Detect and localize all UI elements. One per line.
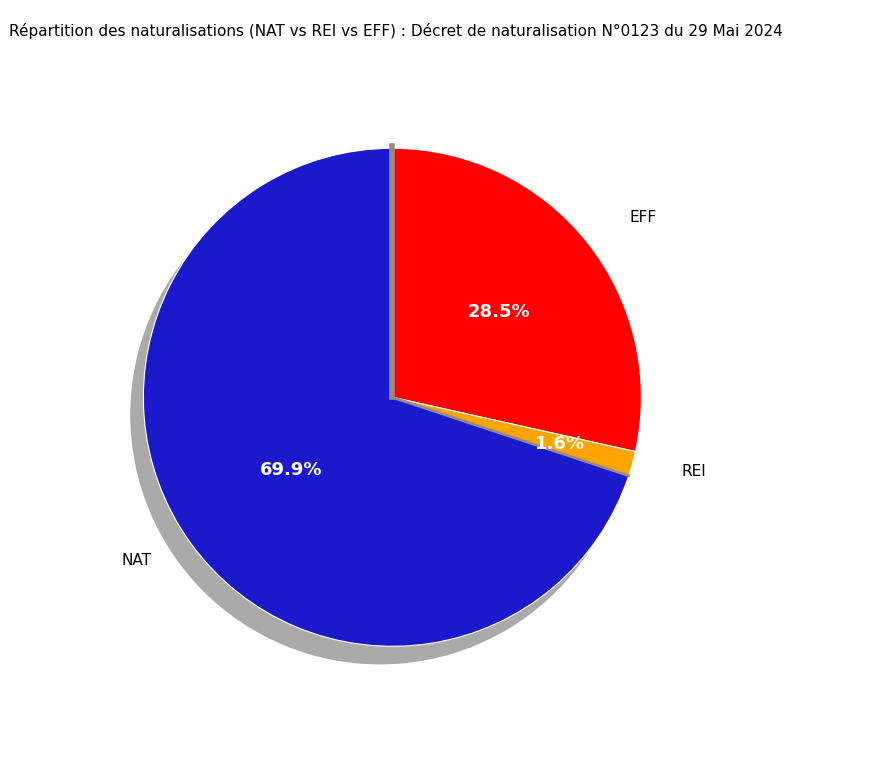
Text: Répartition des naturalisations (NAT vs REI vs EFF) : Décret de naturalisation N: Répartition des naturalisations (NAT vs …: [9, 23, 782, 39]
Text: 28.5%: 28.5%: [468, 303, 530, 321]
Text: 69.9%: 69.9%: [260, 461, 323, 479]
Text: EFF: EFF: [630, 210, 657, 225]
Wedge shape: [392, 148, 642, 452]
Text: NAT: NAT: [121, 553, 152, 568]
Wedge shape: [143, 148, 629, 646]
Text: 1.6%: 1.6%: [535, 435, 585, 453]
Circle shape: [131, 166, 629, 664]
Wedge shape: [392, 397, 636, 476]
Text: REI: REI: [681, 465, 705, 479]
